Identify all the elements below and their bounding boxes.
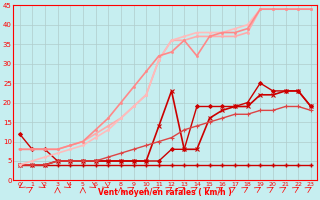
X-axis label: Vent moyen/en rafales ( km/h ): Vent moyen/en rafales ( km/h ): [98, 188, 232, 197]
